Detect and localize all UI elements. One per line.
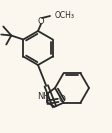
Text: OCH₃: OCH₃ [55,11,75,20]
Text: O: O [59,95,66,104]
Text: O: O [38,16,44,26]
Text: NH: NH [37,92,49,101]
